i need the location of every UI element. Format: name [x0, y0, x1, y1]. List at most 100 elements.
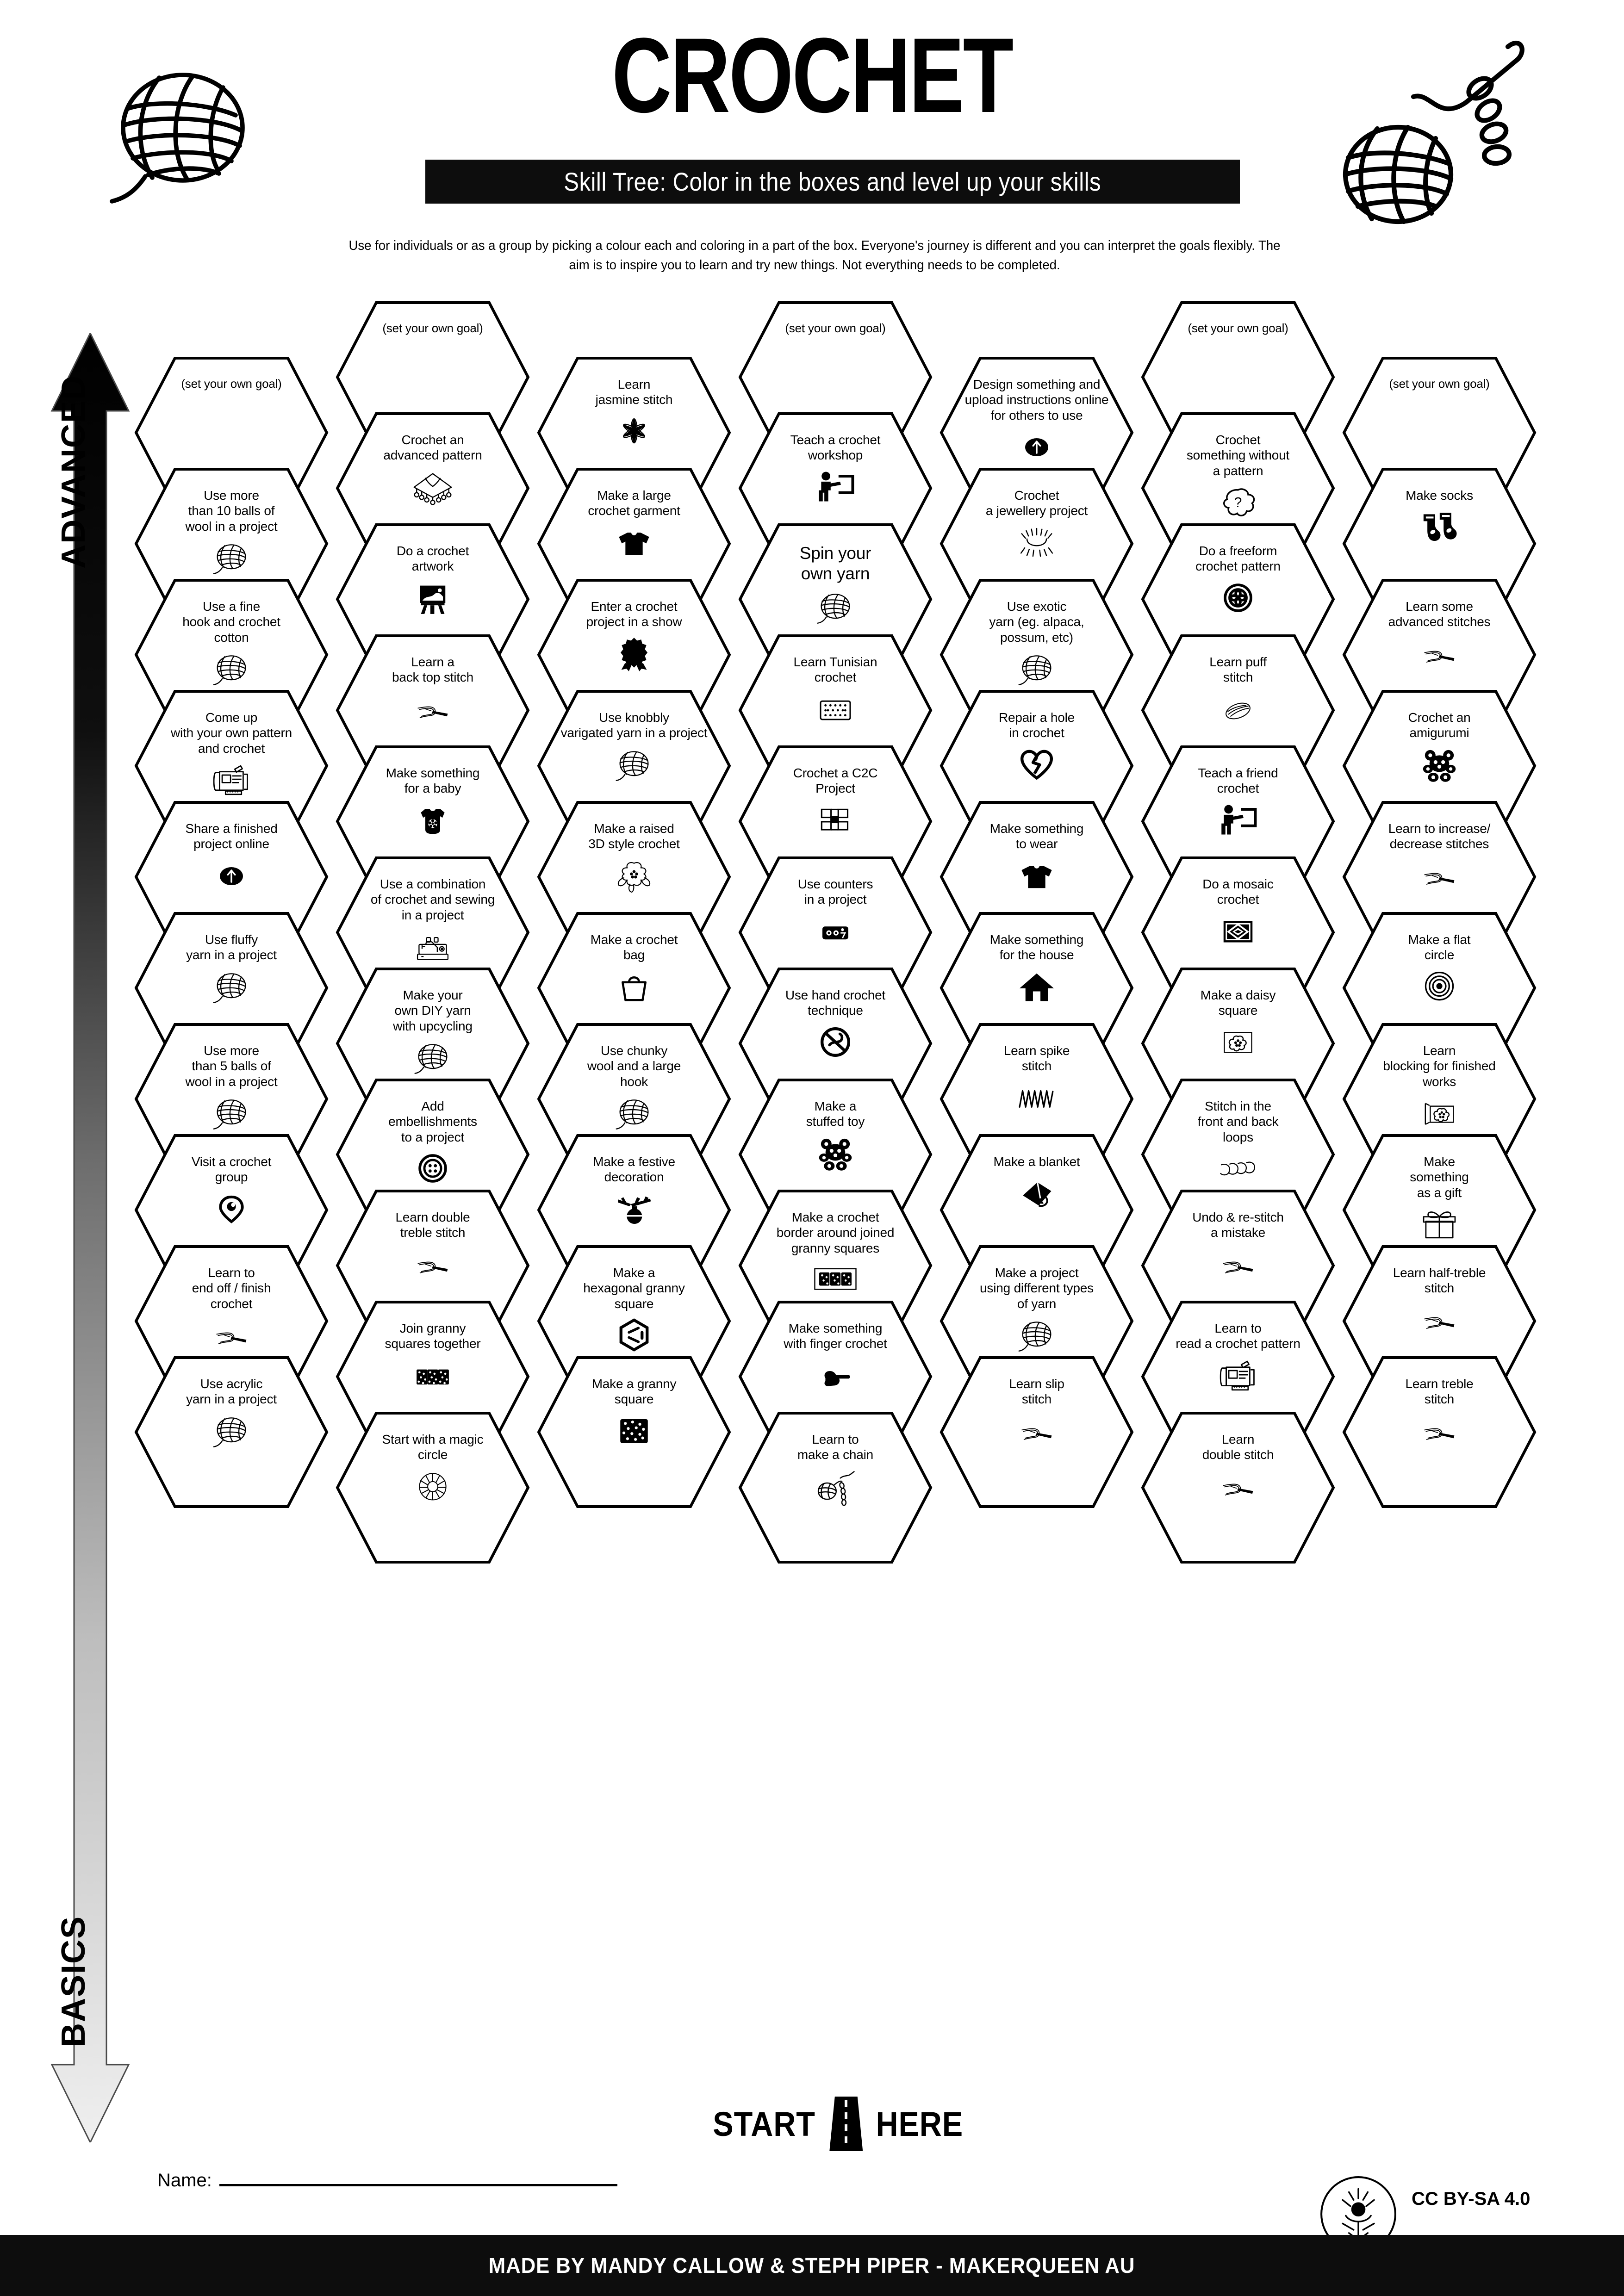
- skill-label: Make a large crochet garment: [588, 488, 680, 518]
- skill-label: Learn half-treble stitch: [1393, 1266, 1486, 1296]
- skill-label: Use exotic yarn (eg. alpaca, possum, etc): [989, 599, 1084, 645]
- sewing-machine-icon: [411, 927, 454, 966]
- crochet-hook-yarn-decoration-right: [1333, 28, 1527, 242]
- chain-hook-icon: [814, 1467, 857, 1506]
- name-input-line[interactable]: [219, 2184, 617, 2186]
- skill-label: Share a finished project online: [185, 821, 278, 851]
- c2c-grid-icon: [817, 800, 853, 839]
- skill-label: Learn blocking for finished works: [1383, 1043, 1496, 1089]
- skill-hex-c2-r11[interactable]: Start with a magic circle: [336, 1411, 530, 1564]
- skill-label: Learn slip stitch: [1009, 1377, 1064, 1407]
- skill-label: Crochet a C2C Project: [793, 766, 878, 796]
- skill-label: (set your own goal): [382, 321, 483, 335]
- upload-arrow-icon: [1019, 427, 1055, 466]
- easel-icon: [412, 578, 453, 617]
- skill-hex-c1-r10[interactable]: Use acrylic yarn in a project: [134, 1356, 329, 1508]
- mosaic-icon: [1219, 912, 1257, 950]
- teddy-icon: [1419, 745, 1459, 784]
- skill-label: Come up with your own pattern and crochet: [171, 710, 292, 756]
- socks-icon: [1418, 507, 1461, 546]
- skill-label: Enter a crochet project in a show: [586, 599, 682, 629]
- hook-stitch-icon: [1214, 1245, 1262, 1284]
- skill-label: Design something and upload instructions …: [964, 377, 1109, 422]
- skill-label: Stitch in the front and back loops: [1197, 1099, 1279, 1144]
- yarn-ball-icon: [814, 588, 857, 627]
- house-icon: [1017, 967, 1057, 1006]
- skill-hex-c5-r10[interactable]: Learn slip stitch: [940, 1356, 1134, 1508]
- hook-stitch-icon: [208, 1316, 255, 1354]
- teddy-icon: [815, 1134, 855, 1173]
- subtitle-banner: Skill Tree: Color in the boxes and level…: [425, 160, 1240, 204]
- skill-label: Learn to end off / finish crochet: [192, 1266, 271, 1311]
- button-icon: [414, 1149, 452, 1188]
- teacher-icon: [814, 467, 857, 506]
- skill-label: Use knobbly varigated yarn in a project: [560, 710, 708, 740]
- poncho-icon: [411, 467, 455, 506]
- bag-icon: [616, 967, 652, 1006]
- yarn-ball-icon: [210, 538, 253, 577]
- poster-header: CROCHET Skill Tree: Color in the boxes a…: [0, 0, 1624, 296]
- granny-border-icon: [810, 1260, 861, 1299]
- skill-label: Make a flat circle: [1408, 932, 1471, 962]
- broken-heart-icon: [1018, 745, 1056, 784]
- award-rosette-icon: [615, 634, 653, 673]
- skill-label: Make a hexagonal granny square: [583, 1266, 685, 1311]
- granny-row-icon: [410, 1356, 455, 1395]
- skill-label: Learn some advanced stitches: [1388, 599, 1491, 629]
- skill-label: Use more than 5 balls of wool in a project: [185, 1043, 278, 1089]
- skill-hex-c4-r11[interactable]: Learn to make a chain: [738, 1411, 933, 1564]
- yarn-ball-icon: [1015, 1316, 1058, 1354]
- skill-label: Make something with finger crochet: [784, 1321, 887, 1351]
- page-title: CROCHET: [611, 16, 1014, 135]
- skill-label: Learn double stitch: [1202, 1432, 1274, 1462]
- skill-label: (set your own goal): [181, 377, 282, 391]
- skill-hex-c7-r10[interactable]: Learn treble stitch: [1342, 1356, 1537, 1508]
- skill-label: (set your own goal): [1389, 377, 1490, 391]
- footer-credit: MADE BY MANDY CALLOW & STEPH PIPER - MAK…: [489, 2253, 1135, 2277]
- flower-icon: [613, 856, 655, 895]
- skill-label: Add embellishments to a project: [388, 1099, 477, 1144]
- yarn-ball-icon: [613, 745, 655, 784]
- name-field-row[interactable]: Name:: [157, 2170, 617, 2191]
- daisy-square-icon: [1219, 1023, 1257, 1061]
- skill-label: Make a stuffed toy: [806, 1099, 865, 1129]
- skill-label: Make a crochet bag: [590, 932, 678, 962]
- yarn-ball-icon: [210, 1093, 253, 1132]
- skill-label: (set your own goal): [1188, 321, 1288, 335]
- pointing-finger-icon: [814, 1356, 857, 1395]
- blanket-icon: [1016, 1173, 1057, 1212]
- start-word: START: [713, 2104, 815, 2143]
- skill-label: Make a granny square: [591, 1377, 677, 1407]
- yarn-ball-icon: [210, 1411, 253, 1450]
- skill-hex-c6-r11[interactable]: Learn double stitch: [1141, 1411, 1335, 1564]
- yarn-ball-decoration-left: [106, 69, 259, 210]
- yarn-ball-icon: [210, 649, 253, 688]
- counter-icon: [815, 912, 855, 950]
- skill-level-axis: [42, 331, 139, 2144]
- tunisian-grid-icon: [815, 689, 855, 728]
- yarn-ball-icon: [613, 1093, 655, 1132]
- hook-stitch-icon: [409, 1245, 456, 1284]
- hook-stitch-icon: [1416, 1300, 1463, 1339]
- skill-label: Crochet a jewellery project: [985, 488, 1088, 518]
- yarn-ball-icon: [411, 1038, 454, 1077]
- gift-icon: [1419, 1204, 1460, 1243]
- puff-icon: [1218, 689, 1258, 728]
- blueprint-icon: [1217, 1356, 1259, 1395]
- skill-label: Make something for the house: [989, 932, 1084, 962]
- skill-label: Start with a magic circle: [382, 1432, 484, 1462]
- skill-hex-c3-r10[interactable]: Make a granny square: [537, 1356, 731, 1508]
- loops-icon: [1214, 1149, 1262, 1188]
- hook-stitch-icon: [1013, 1411, 1060, 1450]
- start-here-marker: START HERE: [662, 2096, 1014, 2152]
- skill-label: Make a raised 3D style crochet: [588, 821, 680, 851]
- jasmine-star-icon: [615, 412, 653, 451]
- bauble-icon: [613, 1189, 655, 1228]
- skill-label: Make something as a gift: [1410, 1154, 1469, 1200]
- skill-label: Use chunky wool and a large hook: [587, 1043, 681, 1089]
- skill-label: Teach a friend crochet: [1198, 766, 1278, 796]
- skill-label: Spin your own yarn: [799, 544, 871, 583]
- skill-label: Learn spike stitch: [1003, 1043, 1070, 1074]
- skill-label: Make a festive decoration: [593, 1154, 675, 1185]
